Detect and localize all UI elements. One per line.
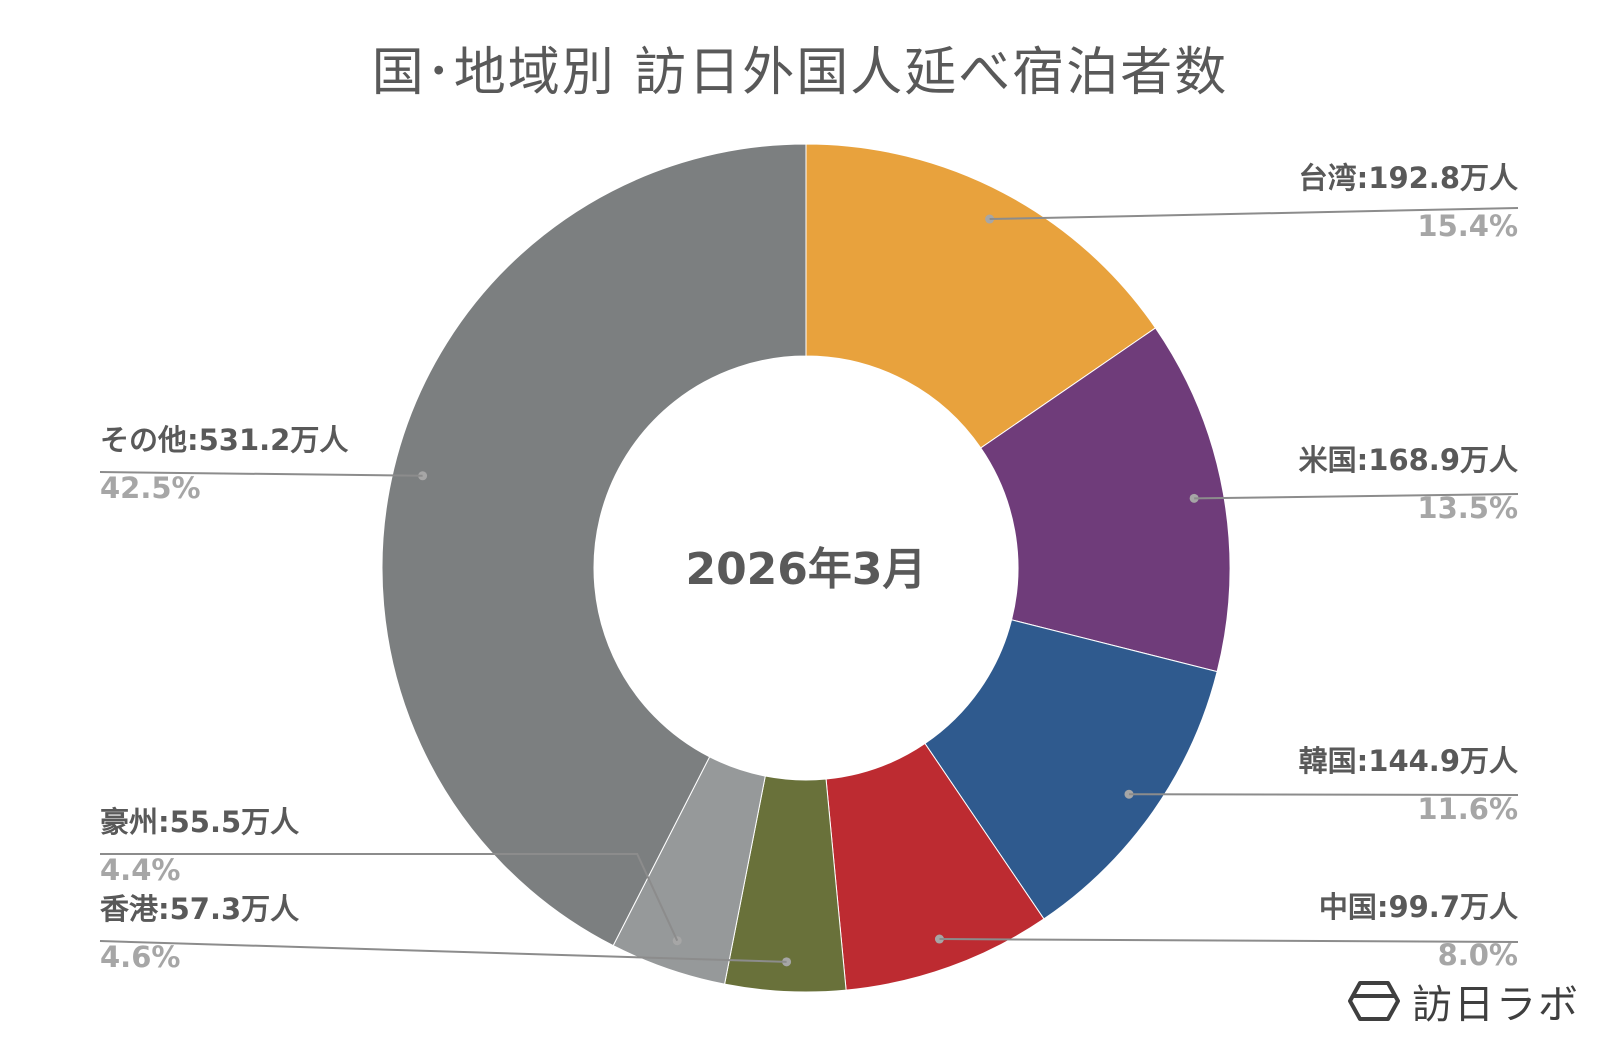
slice-percent-韓国: 11.6% — [1417, 792, 1518, 826]
donut-hole — [594, 356, 1018, 780]
slices-layer — [381, 143, 1231, 993]
slice-label-香港: 香港:57.3万人 — [100, 892, 299, 926]
slice-percent-その他: 42.5% — [100, 471, 201, 505]
slice-label-その他: その他:531.2万人 — [100, 423, 348, 457]
leader-line-台湾 — [989, 207, 1519, 221]
brand-icon — [1348, 981, 1400, 1021]
slice-percent-台湾: 15.4% — [1417, 209, 1518, 243]
slice-label-豪州: 豪州:55.5万人 — [100, 805, 299, 839]
brand-logo: 訪日ラボ — [1348, 972, 1580, 1030]
leader-line-韓国 — [1128, 793, 1519, 796]
labels-layer: 台湾:192.8万人 15.4% 米国:168.9万人 13.5% 韓国:144.9万人… — [100, 161, 1518, 974]
brand-name: 訪日ラボ — [1412, 982, 1580, 1028]
slice-percent-香港: 4.6% — [100, 940, 180, 974]
leader-lines-layer — [99, 207, 1519, 967]
slice-percent-中国: 8.0% — [1438, 938, 1518, 972]
leader-line-香港 — [99, 940, 787, 963]
leader-line-米国 — [1194, 493, 1519, 500]
leader-line-中国 — [939, 938, 1519, 943]
slice-label-台湾: 台湾:192.8万人 — [1299, 161, 1518, 195]
slice-percent-米国: 13.5% — [1417, 491, 1518, 525]
chart-title: 国･地域別 訪日外国人延べ宿泊者数 — [371, 43, 1229, 103]
slice-label-韓国: 韓国:144.9万人 — [1299, 744, 1518, 778]
slice-label-中国: 中国:99.7万人 — [1319, 890, 1518, 924]
slice-percent-豪州: 4.4% — [100, 853, 180, 887]
slice-label-米国: 米国:168.9万人 — [1299, 443, 1518, 477]
leader-line-豪州 — [100, 853, 679, 942]
center-label: 2026年3月 — [685, 544, 926, 595]
leader-line-その他 — [99, 471, 423, 477]
